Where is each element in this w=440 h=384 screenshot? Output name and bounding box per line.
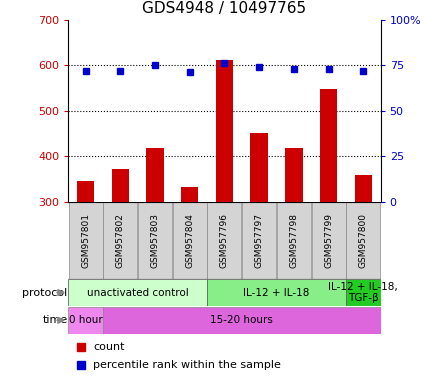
Text: time: time [42, 315, 67, 325]
Bar [77, 180, 94, 202]
Bar [138, 202, 172, 279]
Bar [68, 279, 207, 306]
Bar [277, 202, 311, 279]
Text: protocol: protocol [22, 288, 67, 298]
Bar [103, 307, 381, 334]
Text: IL-12 + IL-18: IL-12 + IL-18 [243, 288, 310, 298]
Text: 15-20 hours: 15-20 hours [210, 315, 273, 325]
Bar [207, 279, 346, 306]
Text: count: count [93, 342, 125, 352]
Text: GSM957802: GSM957802 [116, 213, 125, 268]
Bar [355, 175, 372, 202]
Text: percentile rank within the sample: percentile rank within the sample [93, 360, 281, 370]
Bar [172, 202, 207, 279]
Text: GSM957799: GSM957799 [324, 213, 333, 268]
Bar [216, 60, 233, 202]
Bar [312, 202, 345, 279]
Bar [147, 148, 164, 202]
Text: GSM957800: GSM957800 [359, 213, 368, 268]
Bar [68, 307, 103, 334]
Bar [320, 89, 337, 202]
Bar [250, 132, 268, 202]
Bar [69, 202, 103, 279]
Text: GSM957801: GSM957801 [81, 213, 90, 268]
Bar [242, 202, 276, 279]
Text: GSM957798: GSM957798 [290, 213, 298, 268]
Text: GSM957797: GSM957797 [255, 213, 264, 268]
Text: GSM957803: GSM957803 [150, 213, 159, 268]
Title: GDS4948 / 10497765: GDS4948 / 10497765 [142, 1, 307, 16]
Bar [103, 202, 137, 279]
Text: IL-12 + IL-18,
TGF-β: IL-12 + IL-18, TGF-β [328, 282, 398, 303]
Text: GSM957796: GSM957796 [220, 213, 229, 268]
Text: 0 hour: 0 hour [69, 315, 103, 325]
Bar [346, 279, 381, 306]
Text: unactivated control: unactivated control [87, 288, 188, 298]
Text: GSM957804: GSM957804 [185, 213, 194, 268]
Bar [112, 169, 129, 202]
Bar [207, 202, 242, 279]
Bar [346, 202, 380, 279]
Bar [181, 187, 198, 202]
Bar [285, 148, 303, 202]
